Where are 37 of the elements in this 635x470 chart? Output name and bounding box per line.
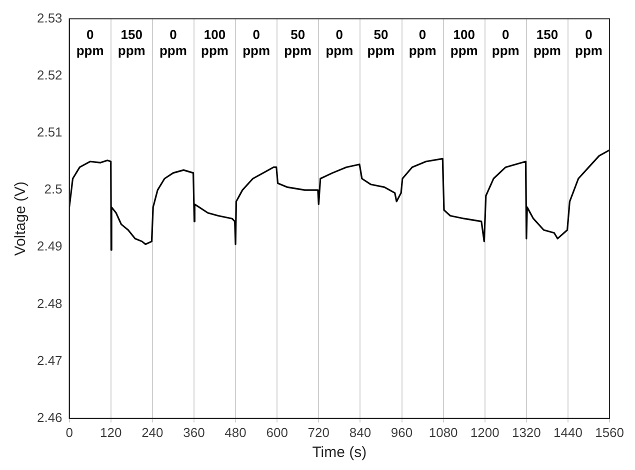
x-tick-label: 1200 bbox=[470, 424, 500, 440]
annotation: 50 ppm bbox=[284, 26, 312, 58]
annotation: 0 ppm bbox=[575, 26, 602, 58]
y-tick-label: 2.48 bbox=[36, 296, 62, 311]
annotation: 0 ppm bbox=[76, 26, 104, 58]
annotation: 0 ppm bbox=[408, 26, 436, 58]
x-tick-label: 1320 bbox=[512, 424, 541, 440]
y-tick-label: 2.52 bbox=[36, 67, 62, 82]
x-axis-title: Time (s) bbox=[312, 444, 367, 462]
annotation: 150 ppm bbox=[533, 26, 561, 58]
x-tick-label: 240 bbox=[142, 424, 164, 440]
annotation: 0 ppm bbox=[242, 26, 270, 58]
x-tick-label: 1560 bbox=[595, 424, 624, 440]
x-tick-label: 960 bbox=[390, 424, 413, 440]
x-tick-label: 720 bbox=[308, 424, 330, 440]
y-tick-label: 2.47 bbox=[36, 352, 62, 368]
annotation: 100 ppm bbox=[201, 26, 228, 58]
x-tick-label: 600 bbox=[266, 424, 288, 440]
x-tick-label: 480 bbox=[224, 424, 246, 440]
x-tick-label: 360 bbox=[183, 424, 205, 440]
x-tick-label: 1440 bbox=[554, 424, 582, 440]
y-tick-label: 2.51 bbox=[36, 124, 62, 140]
annotation: 0 ppm bbox=[326, 26, 354, 58]
x-tick-label: 0 bbox=[66, 424, 73, 440]
y-tick-label: 2.49 bbox=[36, 238, 62, 254]
x-tick-label: 120 bbox=[100, 424, 122, 440]
annotation: 0 ppm bbox=[492, 26, 520, 58]
annotation: 50 ppm bbox=[367, 26, 395, 58]
annotation: 150 ppm bbox=[118, 26, 146, 58]
annotation: 0 ppm bbox=[159, 26, 187, 58]
x-tick-label: 840 bbox=[349, 424, 372, 440]
y-tick-label: 2.5 bbox=[44, 182, 62, 197]
annotation: 100 ppm bbox=[450, 26, 478, 58]
y-tick-label: 2.53 bbox=[36, 10, 62, 26]
y-axis-title: Voltage (V) bbox=[12, 181, 30, 256]
x-tick-label: 1080 bbox=[428, 424, 458, 440]
y-tick-label: 2.46 bbox=[36, 410, 62, 425]
